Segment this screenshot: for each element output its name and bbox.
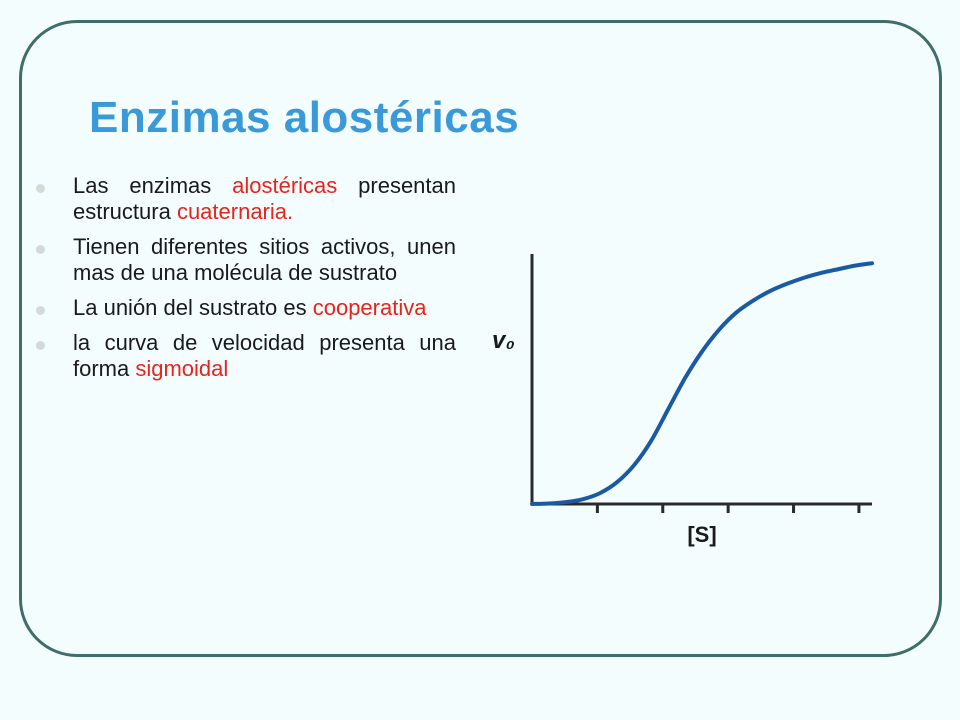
y-axis-label: v₀ <box>492 327 515 354</box>
highlight-term: alostéricas <box>232 173 338 198</box>
slide-title: Enzimas alostéricas <box>89 93 520 142</box>
bullet-item: la curva de velocidad presenta una forma… <box>36 330 456 382</box>
bullet-item: Tienen diferentes sitios activos, unen m… <box>36 234 456 286</box>
bullet-dot-icon <box>36 306 45 315</box>
bullet-list: Las enzimas alostéricas presentan estruc… <box>36 173 456 391</box>
x-axis-label: [S] <box>687 522 716 547</box>
bullet-dot-icon <box>36 341 45 350</box>
bullet-dot-icon <box>36 245 45 254</box>
slide-frame <box>19 20 942 657</box>
sigmoid-chart: v₀ [S] <box>492 254 874 547</box>
bullet-dot-icon <box>36 184 45 193</box>
highlight-term: cuaternaria. <box>176 199 294 224</box>
highlight-term: cooperativa <box>312 295 427 320</box>
velocity-curve <box>530 261 874 506</box>
highlight-term: sigmoidal <box>135 356 229 381</box>
bullet-item: La unión del sustrato es cooperativa <box>36 295 456 321</box>
bullet-item: Las enzimas alostéricas presentan estruc… <box>36 173 456 225</box>
